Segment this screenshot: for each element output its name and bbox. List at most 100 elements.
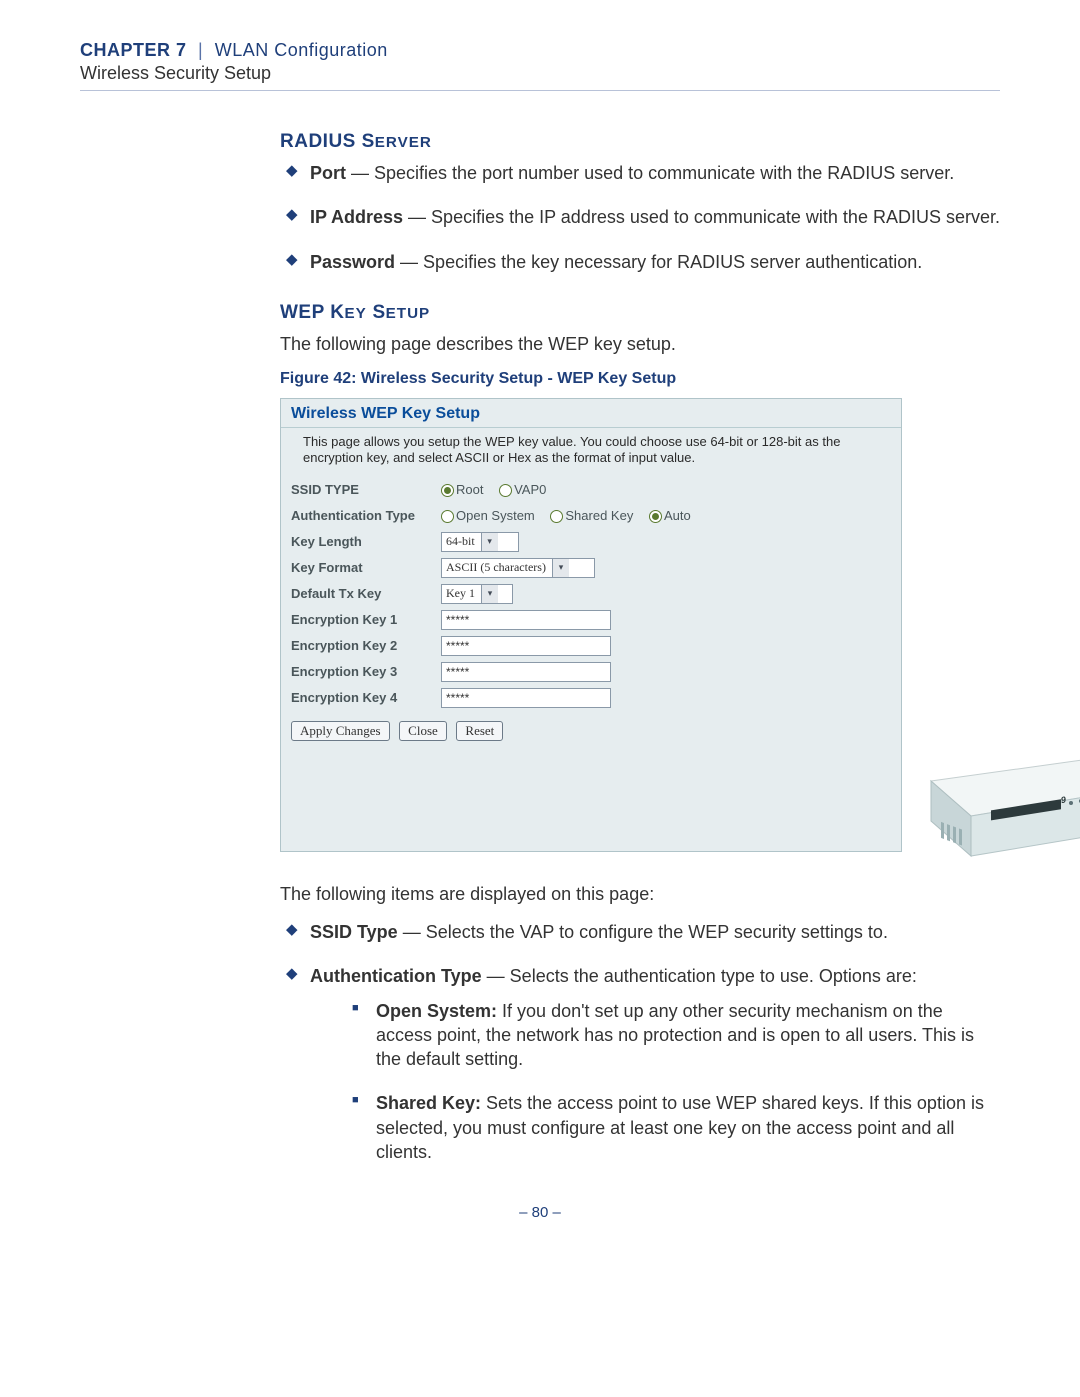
radius-password-term: Password: [310, 252, 395, 272]
key-length-label: Key Length: [291, 534, 441, 549]
enc-key-1-label: Encryption Key 1: [291, 612, 441, 627]
radius-password-desc: — Specifies the key necessary for RADIUS…: [395, 252, 922, 272]
auth-type-row: Authentication Type Open System Shared K…: [281, 503, 901, 529]
auth-shared-radio[interactable]: Shared Key: [550, 508, 633, 523]
radius-ip-item: IP Address — Specifies the IP address us…: [280, 205, 1000, 229]
wep-heading-p4: ETUP: [386, 305, 431, 322]
radius-bullet-list: Port — Specifies the port number used to…: [280, 161, 1000, 274]
auth-type-label: Authentication Type: [291, 508, 441, 523]
enc-key-3-row: Encryption Key 3 *****: [281, 659, 901, 685]
router-image: 9: [911, 651, 1080, 871]
radius-port-item: Port — Specifies the port number used to…: [280, 161, 1000, 185]
key-format-label: Key Format: [291, 560, 441, 575]
enc-key-4-label: Encryption Key 4: [291, 690, 441, 705]
auth-open-radio[interactable]: Open System: [441, 508, 535, 523]
key-format-select[interactable]: ASCII (5 characters) ▾: [441, 558, 595, 578]
page-header-line-2: Wireless Security Setup: [80, 63, 1000, 84]
auth-auto-label: Auto: [664, 508, 691, 523]
auth-options-list: Open System: If you don't set up any oth…: [350, 999, 1000, 1165]
wep-heading-p3: S: [367, 302, 386, 323]
enc-key-2-row: Encryption Key 2 *****: [281, 633, 901, 659]
radius-ip-term: IP Address: [310, 207, 403, 227]
open-system-term: Open System:: [376, 1001, 497, 1021]
page-number: – 80 –: [80, 1204, 1000, 1221]
default-tx-label: Default Tx Key: [291, 586, 441, 601]
auth-shared-label: Shared Key: [565, 508, 633, 523]
panel-description: This page allows you setup the WEP key v…: [281, 432, 901, 477]
key-length-select[interactable]: 64-bit ▾: [441, 532, 519, 552]
radius-ip-desc: — Specifies the IP address used to commu…: [403, 207, 1000, 227]
close-button[interactable]: Close: [399, 721, 447, 741]
svg-text:9: 9: [1061, 794, 1066, 805]
radius-heading-small: ERVER: [375, 134, 432, 151]
chevron-down-icon: ▾: [481, 585, 498, 603]
auth-type-term: Authentication Type: [310, 966, 482, 986]
enc-key-3-label: Encryption Key 3: [291, 664, 441, 679]
wep-key-setup-heading: WEP KEY SETUP: [280, 302, 1000, 324]
chevron-down-icon: ▾: [481, 533, 498, 551]
auth-type-item: Authentication Type — Selects the authen…: [280, 964, 1000, 1164]
default-tx-row: Default Tx Key Key 1 ▾: [281, 581, 901, 607]
radio-icon: [499, 484, 512, 497]
wep-setup-panel: Wireless WEP Key Setup This page allows …: [280, 398, 902, 852]
ssid-type-row: SSID TYPE Root VAP0: [281, 477, 901, 503]
enc-key-1-row: Encryption Key 1 *****: [281, 607, 901, 633]
ssid-type-label: SSID TYPE: [291, 482, 441, 497]
radio-icon: [649, 510, 662, 523]
panel-title: Wireless WEP Key Setup: [281, 399, 901, 427]
ssid-root-radio[interactable]: Root: [441, 482, 483, 497]
panel-rule: [281, 427, 901, 428]
key-format-row: Key Format ASCII (5 characters) ▾: [281, 555, 901, 581]
ssid-vap0-label: VAP0: [514, 482, 546, 497]
enc-key-2-label: Encryption Key 2: [291, 638, 441, 653]
radius-server-heading: RADIUS SERVER: [280, 131, 1000, 153]
document-page: CHAPTER 7 | WLAN Configuration Wireless …: [0, 0, 1080, 1397]
radio-icon: [441, 510, 454, 523]
ssid-type-term: SSID Type: [310, 922, 398, 942]
auth-type-desc: — Selects the authentication type to use…: [482, 966, 917, 986]
panel-button-row: Apply Changes Close Reset: [281, 711, 901, 741]
apply-changes-button[interactable]: Apply Changes: [291, 721, 390, 741]
ssid-vap0-radio[interactable]: VAP0: [499, 482, 546, 497]
wep-intro: The following page describes the WEP key…: [280, 332, 1000, 356]
radius-port-term: Port: [310, 163, 346, 183]
ssid-type-item: SSID Type — Selects the VAP to configure…: [280, 920, 1000, 944]
wep-heading-p1: WEP K: [280, 302, 344, 323]
default-tx-select[interactable]: Key 1 ▾: [441, 584, 513, 604]
radio-icon: [441, 484, 454, 497]
chapter-label: CHAPTER 7: [80, 40, 187, 60]
enc-key-4-row: Encryption Key 4 *****: [281, 685, 901, 711]
auth-type-radio-group: Open System Shared Key Auto: [441, 508, 703, 523]
shared-key-term: Shared Key:: [376, 1093, 481, 1113]
chevron-down-icon: ▾: [552, 559, 569, 577]
header-rule: [80, 90, 1000, 91]
auth-auto-radio[interactable]: Auto: [649, 508, 691, 523]
after-figure-text: The following items are displayed on thi…: [280, 882, 1000, 906]
key-length-row: Key Length 64-bit ▾: [281, 529, 901, 555]
main-content: RADIUS SERVER Port — Specifies the port …: [280, 131, 1000, 1164]
auth-open-label: Open System: [456, 508, 535, 523]
default-tx-value: Key 1: [446, 586, 481, 601]
header-separator: |: [192, 40, 209, 60]
ssid-type-radio-group: Root VAP0: [441, 482, 558, 497]
figure-caption: Figure 42: Wireless Security Setup - WEP…: [280, 370, 1000, 388]
enc-key-4-input[interactable]: *****: [441, 688, 611, 708]
radius-password-item: Password — Specifies the key necessary f…: [280, 250, 1000, 274]
ssid-type-desc: — Selects the VAP to configure the WEP s…: [398, 922, 888, 942]
wep-heading-p2: EY: [344, 305, 366, 322]
enc-key-2-input[interactable]: *****: [441, 636, 611, 656]
key-length-value: 64-bit: [446, 534, 481, 549]
open-system-item: Open System: If you don't set up any oth…: [350, 999, 1000, 1072]
chapter-title: WLAN Configuration: [215, 40, 388, 60]
page-header-line-1: CHAPTER 7 | WLAN Configuration: [80, 40, 1000, 61]
wep-items-list: SSID Type — Selects the VAP to configure…: [280, 920, 1000, 1164]
enc-key-3-input[interactable]: *****: [441, 662, 611, 682]
shared-key-item: Shared Key: Sets the access point to use…: [350, 1091, 1000, 1164]
radius-port-desc: — Specifies the port number used to comm…: [346, 163, 954, 183]
enc-key-1-input[interactable]: *****: [441, 610, 611, 630]
key-format-value: ASCII (5 characters): [446, 560, 552, 575]
radius-heading-main: RADIUS S: [280, 131, 375, 152]
ssid-root-label: Root: [456, 482, 483, 497]
reset-button[interactable]: Reset: [456, 721, 503, 741]
radio-icon: [550, 510, 563, 523]
